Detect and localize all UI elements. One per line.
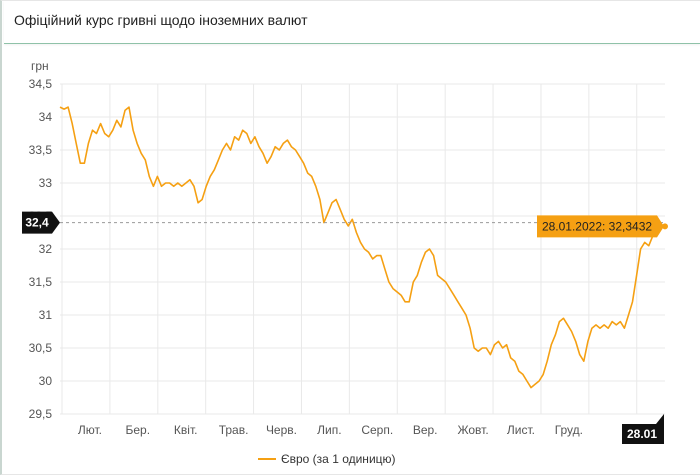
y-tick-label: 32 <box>39 242 53 256</box>
y-tick-label: 31 <box>39 308 53 322</box>
x-tick-label: Бер. <box>126 423 151 437</box>
y-tick-label: 33 <box>39 176 53 190</box>
y-tick-label: 29,5 <box>29 407 53 421</box>
x-tick-label: Жовт. <box>457 423 488 437</box>
y-tick-label: 34,5 <box>29 77 53 91</box>
x-tick-label: Серп. <box>361 423 393 437</box>
x-last-date-label: 28.01 <box>622 414 664 444</box>
y-tick-label: 34 <box>39 110 53 124</box>
y-tick-label: 33,5 <box>29 143 53 157</box>
legend-label-euro: Євро (за 1 одиницю) <box>281 452 396 466</box>
crosshair-label-box <box>22 211 60 234</box>
tooltip-text: 28.01.2022: 32,3432 <box>542 219 652 233</box>
crosshair-y-label: 32,4 <box>22 211 60 234</box>
x-tick-label: Вер. <box>413 423 438 437</box>
crosshair-label-text: 32,4 <box>25 216 49 230</box>
tooltip: 28.01.2022: 32,3432 <box>537 215 664 238</box>
legend: Євро (за 1 одиницю) <box>258 452 396 466</box>
x-tick-label: Груд. <box>555 423 583 437</box>
card-title: Офіційний курс гривні щодо іноземних вал… <box>14 12 308 28</box>
x-last-date-text: 28.01 <box>627 427 657 441</box>
x-tick-label: Лист. <box>507 423 535 437</box>
x-last-date-box <box>622 414 664 444</box>
y-axis-label: грн <box>31 59 49 73</box>
x-tick-label: Черв. <box>266 423 297 437</box>
y-tick-label: 31,5 <box>29 275 53 289</box>
card-header: Офіційний курс гривні щодо іноземних вал… <box>4 1 700 44</box>
y-tick-label: 30 <box>39 374 53 388</box>
y-tick-label: 30,5 <box>29 341 53 355</box>
series-line-euro <box>59 106 666 389</box>
x-tick-label: Трав. <box>219 423 249 437</box>
x-tick-label: Лют. <box>78 423 102 437</box>
tooltip-box <box>537 215 664 238</box>
x-tick-label: Лип. <box>317 423 341 437</box>
x-tick-label: Квіт. <box>174 423 198 437</box>
